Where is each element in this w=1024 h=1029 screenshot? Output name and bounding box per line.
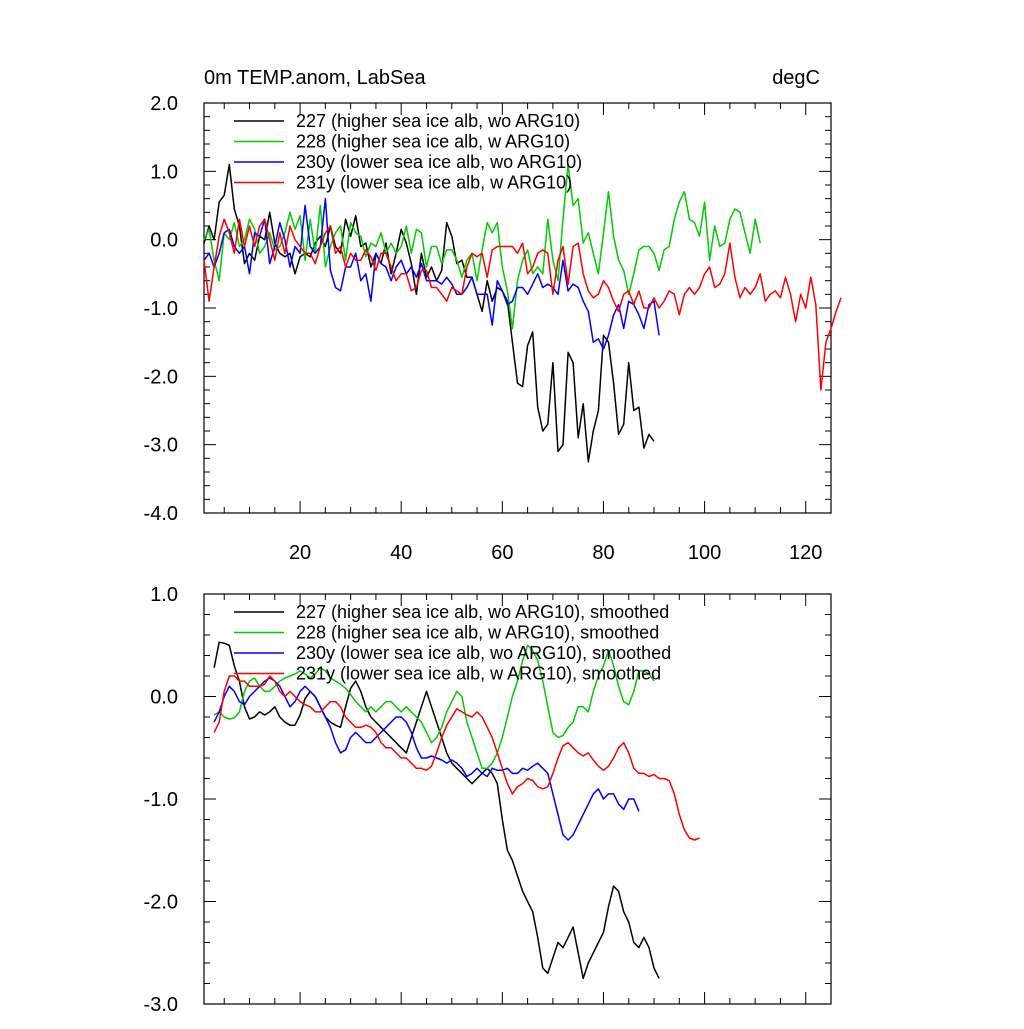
series-line-0	[203, 163, 655, 463]
legend-label-1: 228 (higher sea ice alb, w ARG10), smoot…	[296, 623, 659, 643]
series-line-1	[203, 163, 761, 330]
legend-label-3: 231y (lower sea ice alb, w ARG10)	[296, 173, 572, 193]
y-tick-label: -3.0	[144, 994, 178, 1016]
top-ticks: 20 40 60 80 100 120 2.0 1.0 0.0 -1.0 -2.0 -3.0 -4.0	[144, 93, 831, 564]
top-legend: 227 (higher sea ice alb, wo ARG10)228 (h…	[234, 111, 582, 193]
y-tick-label: 0.0	[150, 687, 178, 709]
legend-label-0: 227 (higher sea ice alb, wo ARG10)	[296, 111, 580, 131]
y-tick-label: 2.0	[150, 93, 178, 115]
series-line-2	[203, 197, 660, 350]
bottom-legend: 227 (higher sea ice alb, wo ARG10), smoo…	[234, 602, 671, 684]
y-tick-label: 1.0	[150, 584, 178, 606]
x-tick-label: 40	[390, 542, 412, 564]
x-tick-label: 120	[789, 542, 822, 564]
legend-label-2: 230y (lower sea ice alb, wo ARG10), smoo…	[296, 643, 671, 663]
x-tick-label: 20	[289, 542, 311, 564]
y-tick-label: -1.0	[144, 298, 178, 320]
legend-label-3: 231y (lower sea ice alb, w ARG10), smoot…	[296, 664, 661, 684]
y-tick-label: -4.0	[144, 503, 178, 525]
top-series-lines	[203, 163, 842, 463]
series-line-0	[213, 641, 660, 980]
series-line-2	[213, 677, 640, 841]
bottom-ticks: 1.0 0.0 -1.0 -2.0 -3.0	[144, 584, 831, 1016]
x-tick-label: 60	[491, 542, 513, 564]
y-tick-label: -2.0	[144, 366, 178, 388]
y-tick-label: 0.0	[150, 230, 178, 252]
y-tick-label: -3.0	[144, 435, 178, 457]
panel-top: 0m TEMP.anom, LabSea degC 20 40 60 80 100 120…	[144, 67, 842, 564]
y-tick-label: -1.0	[144, 789, 178, 811]
legend-label-1: 228 (higher sea ice alb, w ARG10)	[296, 132, 570, 152]
legend-label-0: 227 (higher sea ice alb, wo ARG10), smoo…	[296, 602, 669, 622]
legend-label-2: 230y (lower sea ice alb, wo ARG10)	[296, 152, 582, 172]
y-tick-label: -2.0	[144, 892, 178, 914]
series-line-1	[213, 644, 655, 770]
series-line-3	[213, 675, 700, 841]
x-tick-label: 80	[592, 542, 614, 564]
top-units: degC	[772, 67, 820, 89]
top-title: 0m TEMP.anom, LabSea	[204, 67, 426, 89]
y-tick-label: 1.0	[150, 161, 178, 183]
x-tick-label: 100	[688, 542, 721, 564]
series-line-3	[203, 218, 842, 391]
bottom-series-lines	[213, 641, 700, 980]
panel-bottom: 1.0 0.0 -1.0 -2.0 -3.0 227 (higher sea ice a…	[144, 584, 832, 1016]
